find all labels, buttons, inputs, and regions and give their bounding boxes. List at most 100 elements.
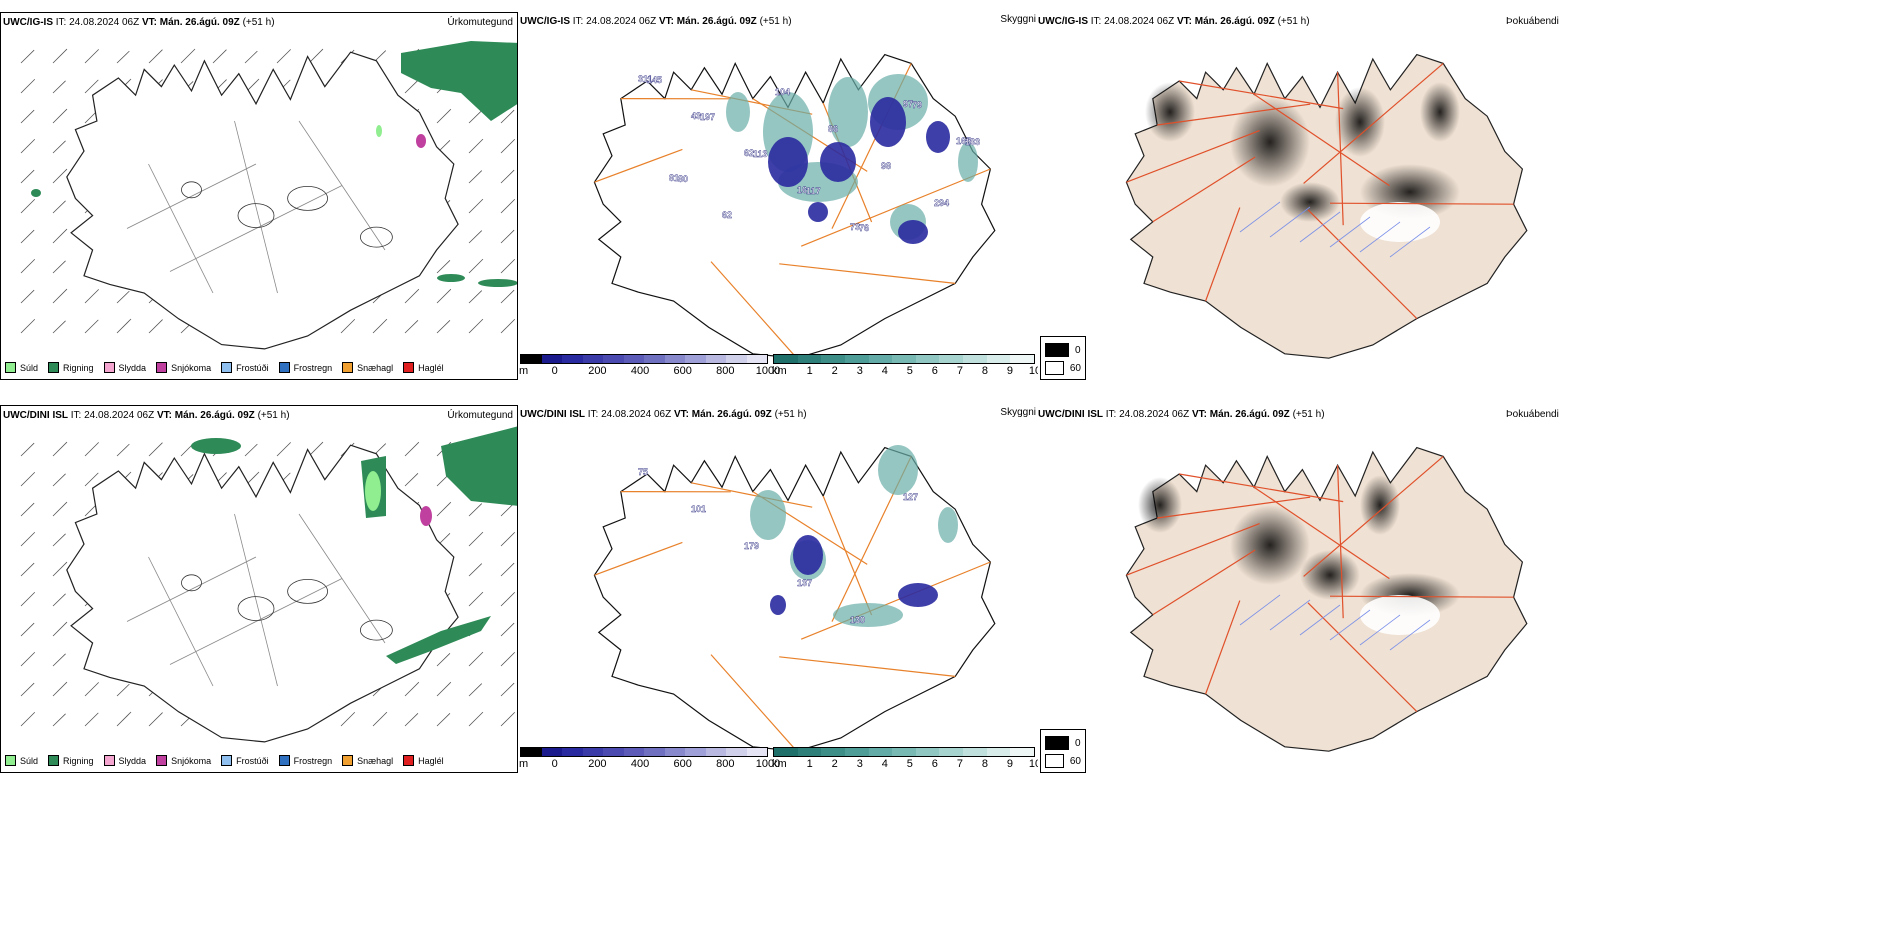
legend-label: Haglél: [418, 362, 444, 373]
wind-barb: [468, 290, 483, 304]
fog-legend-row: 60: [1045, 752, 1081, 770]
road-line: [126, 163, 257, 229]
colorbar-tick: 7: [956, 758, 963, 770]
wind-barb: [436, 653, 451, 667]
wind-barb: [436, 681, 452, 697]
legend-item: Snjókoma: [156, 755, 211, 766]
wind-barb: [52, 501, 68, 517]
glacier-outline: [181, 574, 202, 592]
road-line: [1157, 496, 1311, 519]
wind-barb: [20, 591, 36, 607]
fog-panel-row2: [1090, 405, 1550, 773]
glacier-outline: [181, 181, 202, 199]
road-line: [1303, 455, 1444, 577]
colorbar-cell: [685, 355, 706, 363]
colorbar-cell: [562, 748, 583, 756]
colorbar-tick: 4: [881, 758, 888, 770]
colorbar-cell: [892, 748, 916, 756]
colorbar-tick: 200: [588, 365, 607, 377]
river-line: [1329, 216, 1371, 248]
river-line: [1359, 221, 1401, 253]
wind-barb: [20, 531, 36, 547]
wind-barb: [276, 442, 291, 457]
panel-title: Skyggni: [1000, 407, 1036, 418]
legend-item: Frostúði: [221, 755, 269, 766]
fog-legend-label: 60: [1069, 362, 1081, 374]
legend-label: Súld: [20, 755, 39, 766]
visibility-area: [750, 490, 786, 540]
wind-barb: [468, 503, 483, 517]
legend-swatch: [103, 755, 115, 766]
wind-barb: [468, 711, 484, 727]
legend-label: Snæhagl: [357, 755, 394, 766]
legend-item: Slydda: [103, 362, 146, 373]
colorbar-cell: [868, 748, 893, 756]
river-line: [1389, 619, 1431, 651]
legend-item: Haglél: [403, 755, 444, 766]
panel-title: Úrkomutegund: [447, 410, 513, 421]
fog-legend-swatch: [1045, 754, 1064, 768]
ceiling-value: 80: [678, 174, 688, 184]
colorbar-cell: [915, 748, 940, 756]
ceiling-value: 179: [744, 541, 759, 551]
legend-swatch: [403, 755, 415, 766]
wind-barb: [500, 229, 515, 244]
colorbar-ticks: m 0 200 400 600 800 1000: [519, 364, 780, 378]
road-line: [1152, 549, 1256, 616]
ceiling-value: 197: [700, 112, 715, 122]
fog-legend-row: 60: [1045, 359, 1081, 377]
wind-barb: [20, 711, 36, 727]
wind-barb: [52, 681, 68, 697]
precip-panel-row1: UWC/IG-IS IT: 24.08.2024 06Z VT: Mán. 26…: [0, 12, 518, 380]
wind-barb: [52, 228, 68, 244]
road-line: [1337, 465, 1344, 619]
ceiling-value: 311: [638, 74, 653, 84]
fog-legend-swatch: [1045, 343, 1069, 357]
cloud-map-row1: 311 43 62 16 73 97 165 81 62 104 86 98 294 145 197 113 1…: [593, 53, 996, 359]
legend-swatch: [5, 362, 16, 373]
colorbar-tick: 600: [673, 758, 692, 770]
wind-barb: [84, 682, 99, 697]
fog-area: [1145, 82, 1195, 142]
colorbar-cell: [664, 355, 685, 363]
ceiling-area: [793, 535, 823, 575]
colorbar-cell: [986, 355, 1011, 363]
wind-barb: [244, 50, 258, 64]
wind-barb: [436, 320, 451, 334]
wind-barb: [468, 230, 483, 244]
ceiling-value: 98: [881, 161, 891, 171]
colorbar-tick: 800: [716, 758, 735, 770]
glacier-outline: [237, 203, 275, 229]
colorbar-cell: [1010, 748, 1035, 756]
legend-label: Snjókoma: [171, 362, 212, 373]
glacier-outline: [359, 226, 393, 248]
wind-barb: [404, 320, 419, 334]
wind-barb: [52, 200, 66, 214]
panel-title: Úrkomutegund: [447, 17, 513, 28]
wind-barb: [436, 288, 452, 304]
colorbar-cell: [963, 748, 987, 756]
rain-area: [441, 426, 517, 506]
ceiling-area: [820, 142, 856, 182]
legend-item: Haglél: [403, 362, 444, 373]
visibility-area: [958, 142, 978, 182]
road-line: [800, 168, 991, 247]
legend-swatch: [342, 755, 354, 766]
legend-item: Frostregn: [278, 362, 332, 373]
precip-panel-row2: UWC/DINI ISL IT: 24.08.2024 06Z VT: Mán.…: [0, 405, 518, 773]
road-line: [1126, 523, 1260, 576]
legend-swatch: [48, 362, 60, 373]
glacier-outline: [287, 185, 329, 211]
ceiling-value: 81: [669, 173, 679, 183]
fog-area: [1230, 97, 1310, 187]
colorbar-tick: 10: [1028, 758, 1038, 770]
road-line: [298, 120, 386, 251]
legend-label: Frostúði: [236, 755, 269, 766]
precip-map-row2: [20, 426, 517, 743]
road-line: [691, 482, 813, 508]
wind-barb: [52, 593, 66, 607]
legend-swatch: [5, 755, 16, 766]
colorbar-cells: [773, 354, 1035, 364]
wind-barb: [52, 473, 66, 487]
rain-area: [437, 274, 465, 282]
